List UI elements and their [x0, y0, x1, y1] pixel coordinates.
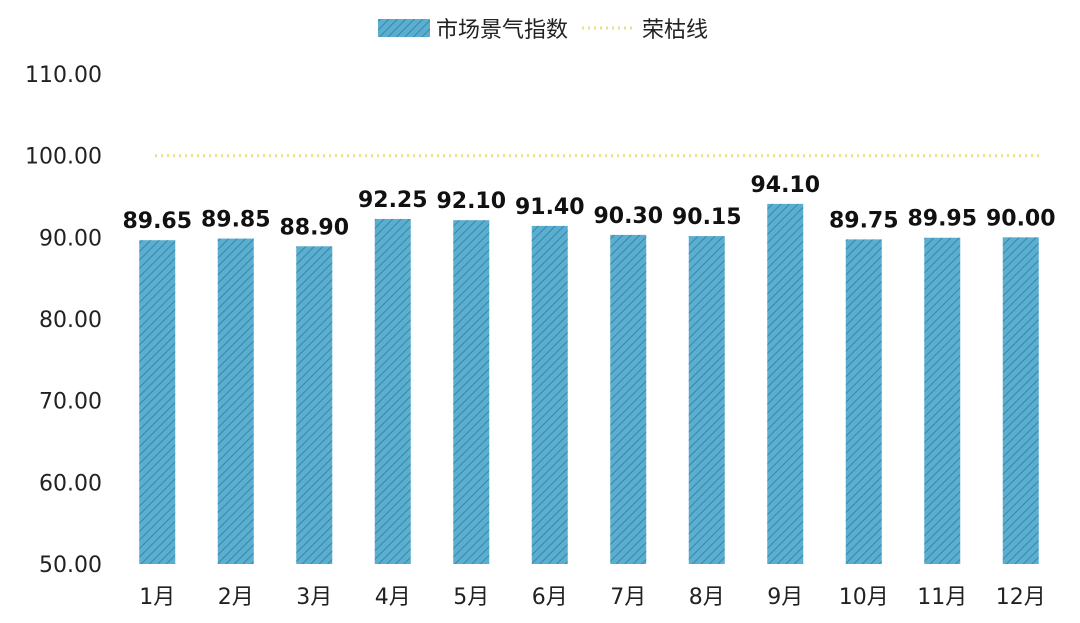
- y-tick-label: 110.00: [25, 63, 102, 88]
- x-tick-label: 1月: [139, 585, 175, 610]
- bar: [688, 236, 725, 564]
- bar: [139, 240, 176, 565]
- data-label: 88.90: [279, 215, 349, 240]
- data-label: 94.10: [750, 173, 820, 198]
- data-label: 89.65: [122, 209, 192, 234]
- legend: 市场景气指数 荣枯线: [378, 18, 708, 43]
- bar: [217, 238, 254, 564]
- bar: [296, 246, 333, 565]
- data-label: 91.40: [515, 195, 585, 220]
- x-tick-label: 2月: [218, 585, 254, 610]
- bar: [531, 225, 568, 564]
- y-tick-label: 100.00: [25, 145, 102, 170]
- x-tick-label: 9月: [767, 585, 803, 610]
- x-tick-label: 8月: [689, 585, 725, 610]
- data-label: 89.75: [829, 208, 899, 233]
- x-tick-label: 7月: [610, 585, 646, 610]
- x-tick-label: 6月: [532, 585, 568, 610]
- bars: [139, 203, 1039, 565]
- bar: [453, 220, 490, 564]
- y-axis: 50.00 60.00 70.00 80.00 90.00 100.00 110.00: [25, 63, 102, 578]
- data-label: 90.15: [672, 205, 742, 230]
- data-label: 89.95: [907, 207, 977, 232]
- y-tick-label: 60.00: [39, 471, 102, 496]
- x-tick-label: 10月: [839, 585, 889, 610]
- x-tick-label: 4月: [375, 585, 411, 610]
- data-label: 92.25: [358, 188, 428, 213]
- bar: [924, 237, 961, 564]
- bar: [845, 239, 882, 564]
- data-label: 92.10: [436, 189, 506, 214]
- x-tick-label: 11月: [917, 585, 967, 610]
- bar: [767, 203, 804, 564]
- bar: [1002, 237, 1039, 565]
- legend-bar-swatch: [378, 19, 430, 37]
- legend-line-label: 荣枯线: [642, 18, 708, 43]
- legend-bar-label: 市场景气指数: [436, 18, 568, 43]
- bar: [374, 218, 411, 565]
- y-tick-label: 90.00: [39, 226, 102, 251]
- y-tick-label: 80.00: [39, 308, 102, 333]
- x-axis: 1月 2月 3月 4月 5月 6月 7月 8月 9月 10月 11月 12月: [139, 585, 1046, 610]
- y-tick-label: 50.00: [39, 553, 102, 578]
- bar: [610, 234, 647, 564]
- data-label: 89.85: [201, 208, 271, 233]
- x-tick-label: 3月: [296, 585, 332, 610]
- x-tick-label: 12月: [996, 585, 1046, 610]
- data-label: 90.00: [986, 206, 1056, 231]
- y-tick-label: 70.00: [39, 390, 102, 415]
- x-tick-label: 5月: [453, 585, 489, 610]
- data-labels: 89.65 89.85 88.90 92.25 92.10 91.40 90.30 90.15…: [122, 173, 1055, 240]
- data-label: 90.30: [593, 204, 663, 229]
